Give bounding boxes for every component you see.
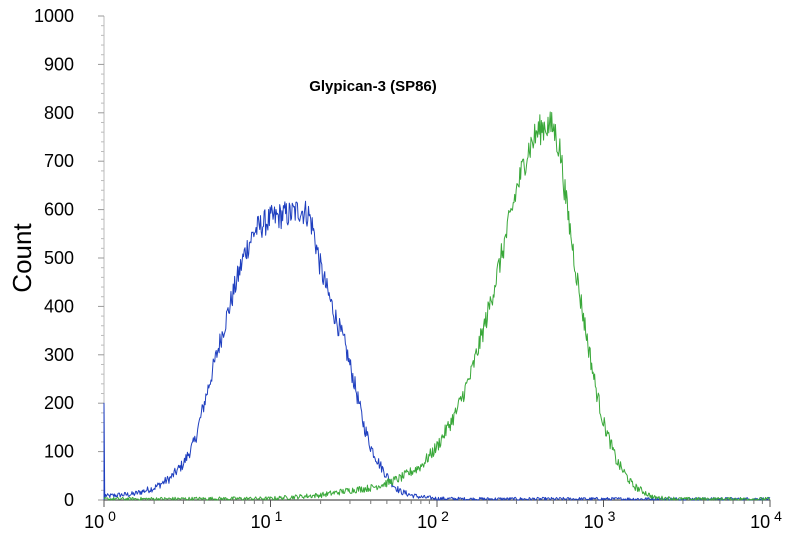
axes: [103, 16, 770, 501]
chart-title: Glypican-3 (SP86): [309, 78, 437, 95]
y-tick-label: 300: [44, 345, 74, 365]
x-tick-label: 10 3: [584, 508, 616, 532]
y-tick-label: 900: [44, 54, 74, 74]
y-tick-label: 0: [64, 490, 74, 510]
series-line-2: [103, 111, 771, 501]
series-line-1: [103, 200, 771, 501]
series-layer: [103, 111, 771, 501]
x-tick-label: 10 4: [750, 508, 782, 532]
y-axis-label: Count: [7, 223, 37, 293]
y-tick-label: 400: [44, 296, 74, 316]
y-tick-label: 100: [44, 442, 74, 462]
tick-marks: [98, 15, 771, 507]
x-tick-label: 10 0: [84, 508, 116, 532]
x-tick-label: 10 1: [251, 508, 283, 532]
y-tick-label: 600: [44, 200, 74, 220]
y-tick-label: 800: [44, 103, 74, 123]
y-tick-label: 200: [44, 393, 74, 413]
x-tick-label: 10 2: [417, 508, 449, 532]
y-tick-label: 500: [44, 248, 74, 268]
y-tick-label: 700: [44, 151, 74, 171]
y-tick-label: 1000: [34, 6, 74, 26]
